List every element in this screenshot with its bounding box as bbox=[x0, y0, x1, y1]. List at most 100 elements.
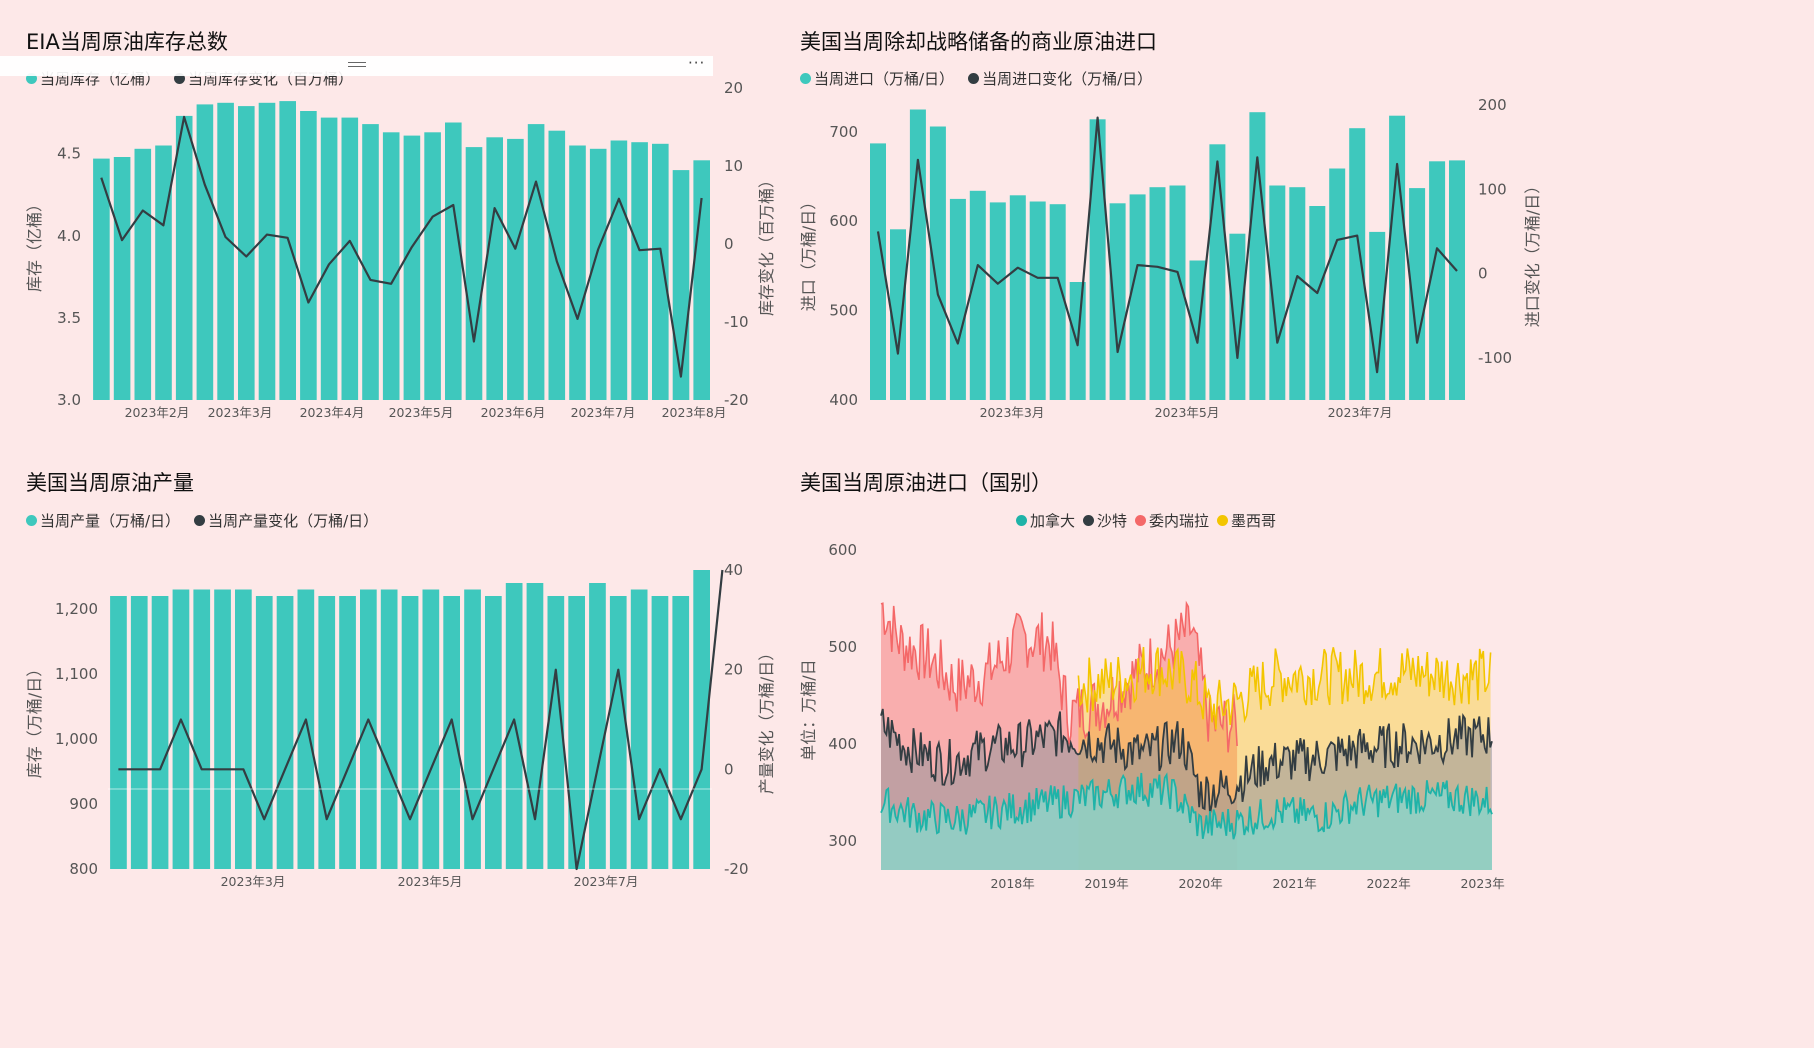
bar bbox=[445, 122, 462, 400]
drag-handle-icon[interactable] bbox=[348, 62, 366, 70]
bar bbox=[526, 583, 544, 869]
bar bbox=[890, 229, 906, 400]
production-panel[interactable]: 美国当周原油产量 当周产量（万桶/日） 当周产量变化（万桶/日） 800 900 1… bbox=[0, 450, 784, 906]
legend-label: 墨西哥 bbox=[1231, 512, 1277, 530]
legend-label: 委内瑞拉 bbox=[1149, 512, 1210, 530]
bar bbox=[631, 142, 648, 400]
bar bbox=[380, 589, 398, 869]
bar bbox=[93, 158, 110, 400]
bar bbox=[193, 589, 211, 869]
bar bbox=[134, 148, 152, 400]
yellow-dot-icon bbox=[1217, 515, 1229, 526]
y-tick-label: 400 bbox=[828, 735, 857, 753]
imports-by-country-title: 美国当周原油进口（国别） bbox=[800, 471, 1052, 495]
bar bbox=[214, 589, 231, 869]
dark-dot-icon bbox=[968, 73, 980, 84]
y-tick-label: 800 bbox=[69, 860, 98, 878]
bar bbox=[651, 596, 669, 869]
y-tick-label: 1,000 bbox=[55, 730, 98, 748]
bar bbox=[1169, 185, 1186, 400]
y-axis-title: 库存（万桶/日） bbox=[25, 661, 44, 778]
visual-header-bar[interactable]: ··· bbox=[0, 54, 713, 76]
legend-item-saudi[interactable]: 沙特 bbox=[1083, 510, 1127, 531]
commercial-imports-panel[interactable]: 美国当周除却战略储备的商业原油进口 当周进口（万桶/日） 当周进口变化（万桶/日… bbox=[784, 0, 1568, 450]
bar bbox=[1409, 188, 1426, 400]
y-axis-title: 进口（万桶/日） bbox=[799, 194, 818, 311]
x-tick-label: 2023年7月 bbox=[571, 405, 636, 420]
bar bbox=[341, 117, 359, 400]
bar bbox=[217, 102, 234, 401]
bar bbox=[300, 111, 317, 400]
bar bbox=[279, 101, 296, 400]
legend-label: 沙特 bbox=[1097, 512, 1128, 530]
legend-label: 当周产量（万桶/日） bbox=[40, 512, 181, 530]
inventory-panel[interactable]: EIA当周原油库存总数 当周库存（亿桶） 当周库存变化（百万桶） ··· 3.0… bbox=[0, 0, 784, 450]
bar bbox=[465, 147, 483, 400]
bar bbox=[297, 589, 315, 869]
production-title: 美国当周原油产量 bbox=[26, 471, 194, 495]
bar bbox=[505, 583, 523, 869]
y2-tick-label: -20 bbox=[724, 391, 749, 409]
dark-dot-icon bbox=[194, 515, 206, 526]
bar bbox=[547, 596, 565, 869]
bar bbox=[589, 583, 606, 869]
y2-axis-title: 库存变化（百万桶） bbox=[757, 172, 776, 316]
bar bbox=[1029, 201, 1046, 400]
y2-tick-label: 20 bbox=[724, 79, 743, 97]
bar bbox=[339, 596, 356, 869]
bar bbox=[610, 140, 628, 400]
bar bbox=[403, 135, 421, 400]
bar bbox=[1429, 161, 1446, 400]
legend-item-canada[interactable]: 加拿大 bbox=[1016, 510, 1075, 531]
y2-tick-label: 40 bbox=[724, 561, 743, 579]
teal-dot-icon bbox=[26, 515, 37, 526]
imports-by-country-legend: 加拿大 沙特 委内瑞拉 墨西哥 bbox=[1016, 510, 1276, 531]
bar bbox=[1209, 144, 1226, 400]
y-tick-label: 600 bbox=[829, 212, 858, 230]
legend-item-production-change[interactable]: 当周产量变化（万桶/日） bbox=[194, 510, 378, 531]
legend-label: 加拿大 bbox=[1030, 512, 1076, 530]
imports-by-country-chart: 300 400 500 600 2018年 2019年 2020年 2021年 2022年 202… bbox=[799, 541, 1505, 891]
bar bbox=[1269, 185, 1286, 400]
legend-item-imports-change[interactable]: 当周进口变化（万桶/日） bbox=[968, 68, 1152, 89]
y2-tick-label: -10 bbox=[724, 313, 749, 331]
y2-axis-title: 进口变化（万桶/日） bbox=[1523, 178, 1542, 327]
x-tick-label: 2023年8月 bbox=[662, 405, 727, 420]
x-tick-label: 2023年 bbox=[1460, 876, 1504, 891]
bar bbox=[485, 596, 502, 869]
x-tick-label: 2023年3月 bbox=[208, 405, 273, 420]
y-tick-label: 4.0 bbox=[57, 227, 81, 245]
bar bbox=[1329, 168, 1346, 400]
y-tick-label: 600 bbox=[828, 541, 857, 559]
legend-item-imports[interactable]: 当周进口（万桶/日） bbox=[800, 68, 954, 89]
bar bbox=[1129, 194, 1146, 400]
legend-item-mexico[interactable]: 墨西哥 bbox=[1217, 510, 1276, 531]
teal-dot-icon bbox=[1016, 515, 1027, 526]
legend-item-production[interactable]: 当周产量（万桶/日） bbox=[26, 510, 180, 531]
y2-tick-label: 0 bbox=[724, 760, 734, 778]
bar bbox=[318, 596, 336, 869]
bar bbox=[1449, 160, 1465, 400]
bar bbox=[672, 170, 690, 400]
bar bbox=[424, 132, 441, 401]
more-options-icon[interactable]: ··· bbox=[688, 54, 706, 72]
imports-by-country-panel[interactable]: 美国当周原油进口（国别） 加拿大 沙特 委内瑞拉 墨西哥 300 400 500 60… bbox=[784, 450, 1568, 906]
bar bbox=[486, 137, 503, 401]
y-axis-title: 单位：万桶/日 bbox=[799, 659, 818, 760]
bar bbox=[235, 589, 252, 869]
y-tick-label: 4.5 bbox=[57, 145, 81, 163]
y-tick-label: 700 bbox=[829, 123, 858, 141]
bar bbox=[630, 589, 648, 869]
venezuela-line bbox=[880, 600, 1238, 753]
y2-tick-label: 0 bbox=[1478, 265, 1488, 283]
bar bbox=[949, 198, 966, 400]
bar bbox=[443, 596, 460, 869]
legend-item-venezuela[interactable]: 委内瑞拉 bbox=[1135, 510, 1209, 531]
y2-tick-label: 20 bbox=[724, 661, 743, 679]
bar bbox=[1289, 187, 1306, 400]
bar bbox=[362, 124, 379, 400]
dark-dot-icon bbox=[1083, 515, 1095, 526]
bar bbox=[255, 596, 273, 869]
teal-dot-icon bbox=[800, 73, 811, 84]
bar bbox=[172, 589, 190, 869]
